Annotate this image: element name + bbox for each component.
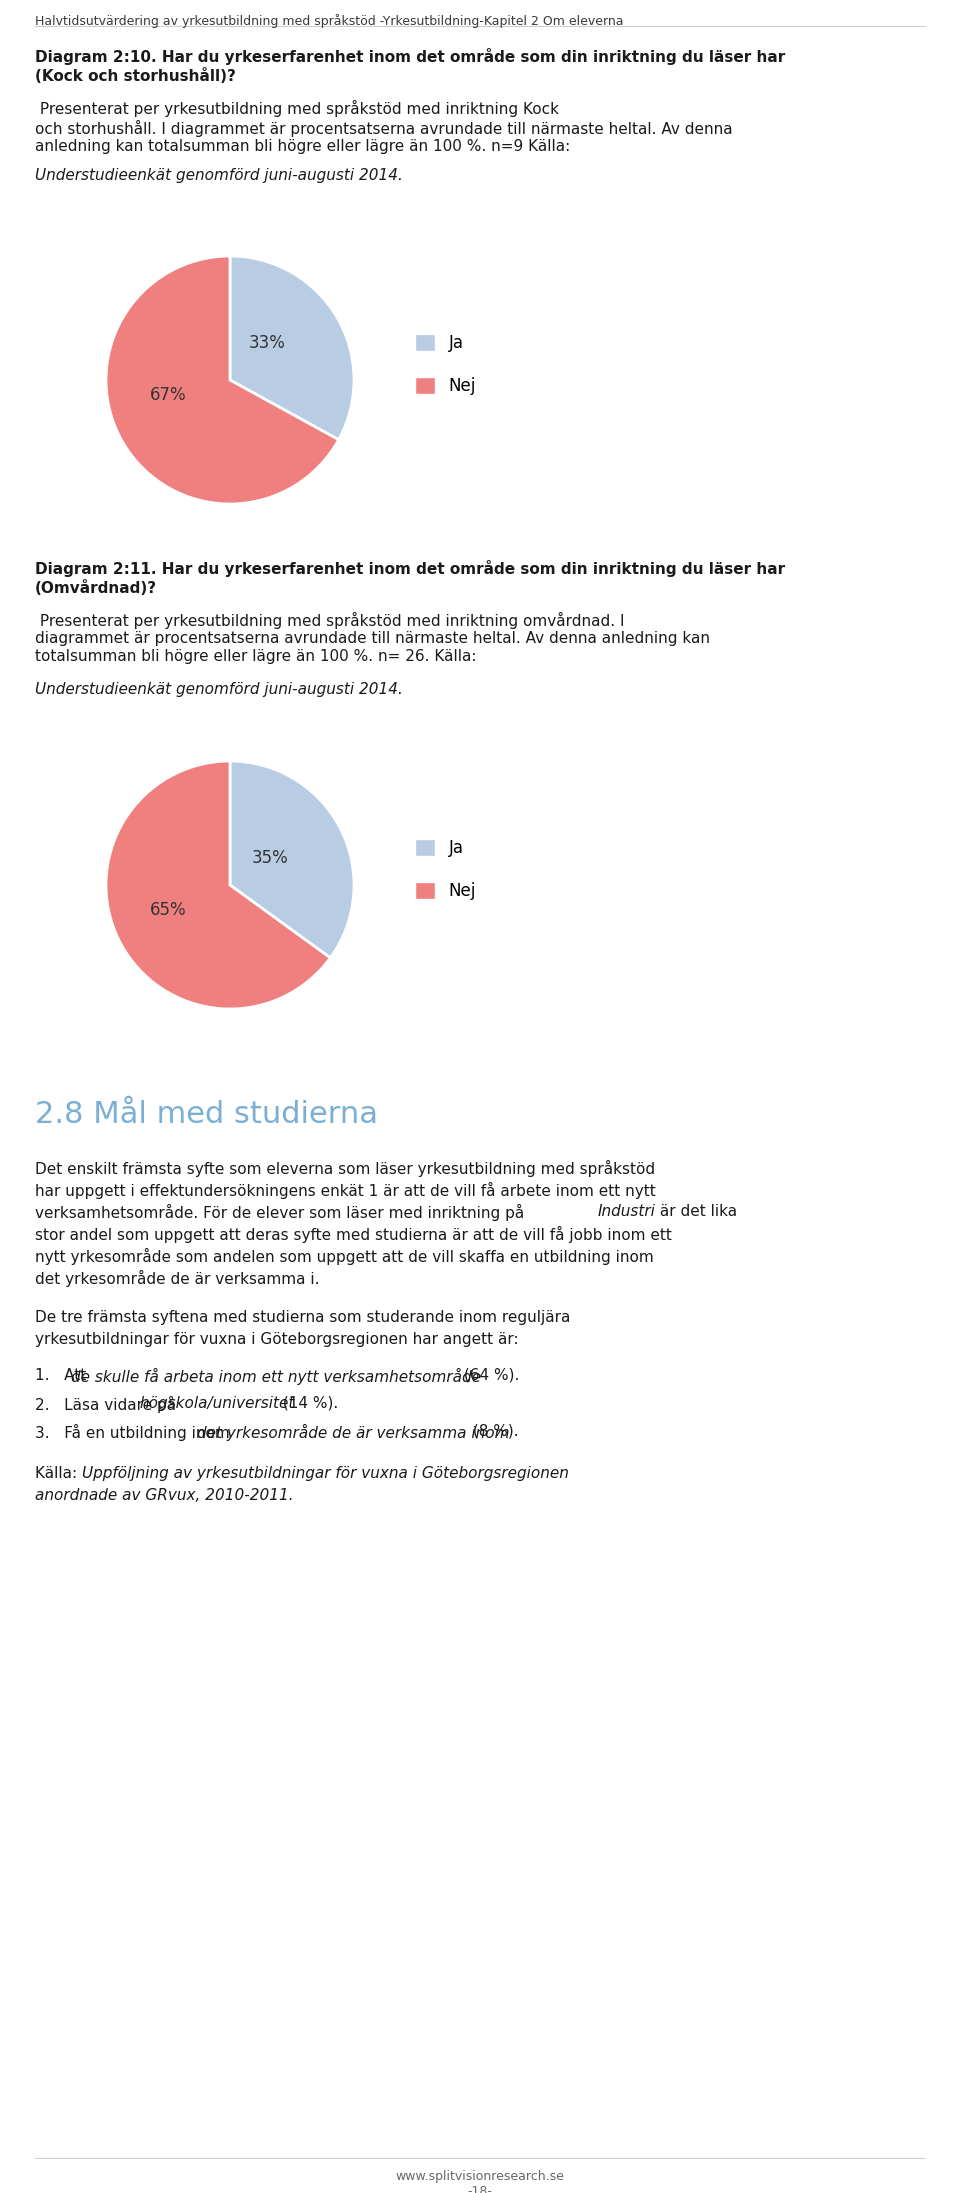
Text: 2.8 Mål med studierna: 2.8 Mål med studierna: [35, 1101, 378, 1129]
Wedge shape: [106, 257, 339, 504]
Text: Diagram 2:11. Har du yrkeserfarenhet inom det område som din inriktning du läser: Diagram 2:11. Har du yrkeserfarenhet ino…: [35, 559, 785, 596]
Text: 3.   Få en utbildning inom: 3. Få en utbildning inom: [35, 1423, 234, 1441]
Text: 1.   Att: 1. Att: [35, 1368, 91, 1384]
Text: (14 %).: (14 %).: [278, 1397, 338, 1410]
Legend: Ja, Nej: Ja, Nej: [409, 831, 483, 908]
Text: Industri: Industri: [598, 1204, 656, 1219]
Text: Källa:: Källa:: [35, 1465, 82, 1480]
Text: det yrkesområde de är verksamma inom: det yrkesområde de är verksamma inom: [197, 1423, 510, 1441]
Wedge shape: [230, 761, 354, 958]
Text: 35%: 35%: [252, 849, 288, 866]
Text: har uppgett i effektundersökningens enkät 1 är att de vill få arbete inom ett ny: har uppgett i effektundersökningens enkä…: [35, 1182, 656, 1200]
Text: Det enskilt främsta syfte som eleverna som läser yrkesutbildning med språkstöd: Det enskilt främsta syfte som eleverna s…: [35, 1160, 655, 1178]
Text: -18-: -18-: [468, 2184, 492, 2193]
Text: Understudieenkät genomförd juni-augusti 2014.: Understudieenkät genomförd juni-augusti …: [35, 682, 403, 697]
Text: 65%: 65%: [150, 901, 186, 919]
Text: 33%: 33%: [249, 333, 286, 351]
Text: 2.   Läsa vidare på: 2. Läsa vidare på: [35, 1397, 181, 1412]
Text: www.splitvisionresearch.se: www.splitvisionresearch.se: [396, 2171, 564, 2182]
Text: stor andel som uppgett att deras syfte med studierna är att de vill få jobb inom: stor andel som uppgett att deras syfte m…: [35, 1226, 672, 1243]
Text: högskola/universitet: högskola/universitet: [139, 1397, 295, 1410]
Text: 67%: 67%: [150, 386, 186, 404]
Text: yrkesutbildningar för vuxna i Göteborgsregionen har angett är:: yrkesutbildningar för vuxna i Göteborgsr…: [35, 1331, 518, 1347]
Text: (64 %).: (64 %).: [459, 1368, 519, 1384]
Text: Understudieenkät genomförd juni-augusti 2014.: Understudieenkät genomförd juni-augusti …: [35, 169, 403, 182]
Text: Presenterat per yrkesutbildning med språkstöd med inriktning Kock
och storhushål: Presenterat per yrkesutbildning med språ…: [35, 101, 732, 154]
Text: De tre främsta syftena med studierna som studerande inom reguljära: De tre främsta syftena med studierna som…: [35, 1309, 570, 1325]
Text: Halvtidsutvärdering av yrkesutbildning med språkstöd -Yrkesutbildning-Kapitel 2 : Halvtidsutvärdering av yrkesutbildning m…: [35, 13, 623, 29]
Text: Diagram 2:10. Har du yrkeserfarenhet inom det område som din inriktning du läser: Diagram 2:10. Har du yrkeserfarenhet ino…: [35, 48, 785, 83]
Text: är det lika: är det lika: [655, 1204, 737, 1219]
Text: verksamhetsområde. För de elever som läser med inriktning på: verksamhetsområde. För de elever som läs…: [35, 1204, 529, 1222]
Text: nytt yrkesområde som andelen som uppgett att de vill skaffa en utbildning inom: nytt yrkesområde som andelen som uppgett…: [35, 1248, 654, 1265]
Wedge shape: [106, 761, 330, 1009]
Text: (8 %).: (8 %).: [468, 1423, 518, 1439]
Wedge shape: [230, 257, 354, 441]
Text: anordnade av GRvux, 2010-2011.: anordnade av GRvux, 2010-2011.: [35, 1489, 294, 1502]
Text: Uppföljning av yrkesutbildningar för vuxna i Göteborgsregionen: Uppföljning av yrkesutbildningar för vux…: [82, 1465, 569, 1480]
Text: det yrkesområde de är verksamma i.: det yrkesområde de är verksamma i.: [35, 1270, 320, 1287]
Legend: Ja, Nej: Ja, Nej: [409, 327, 483, 401]
Text: Presenterat per yrkesutbildning med språkstöd med inriktning omvårdnad. I
diagra: Presenterat per yrkesutbildning med språ…: [35, 612, 710, 664]
Text: de skulle få arbeta inom ett nytt verksamhetsområde: de skulle få arbeta inom ett nytt verksa…: [71, 1368, 481, 1386]
